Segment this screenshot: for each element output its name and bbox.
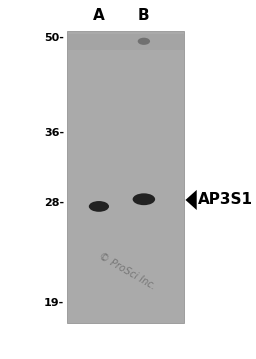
Ellipse shape [89,201,109,212]
Text: © ProSci Inc.: © ProSci Inc. [97,251,157,291]
Text: 36-: 36- [44,128,64,138]
Text: A: A [93,8,105,23]
Bar [67,34,184,50]
Text: 19-: 19- [44,298,64,308]
Text: 50-: 50- [44,33,64,43]
Text: 28-: 28- [44,198,64,208]
Ellipse shape [133,193,155,205]
Ellipse shape [138,38,150,45]
Text: AP3S1: AP3S1 [198,192,253,208]
Text: B: B [138,8,150,23]
Polygon shape [185,190,197,210]
Bar [67,31,184,323]
